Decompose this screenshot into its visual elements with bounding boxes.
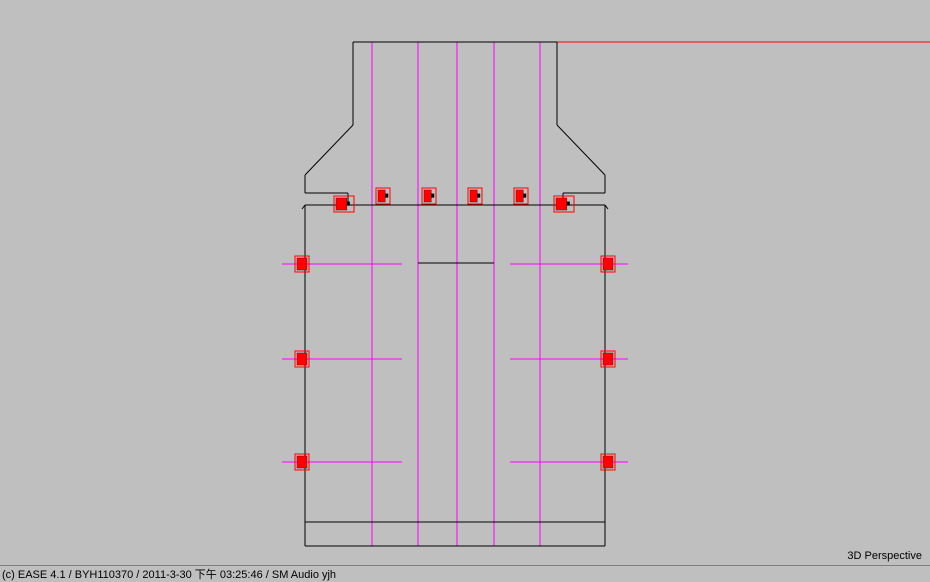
- speaker-side-5: [601, 454, 615, 470]
- speaker-side-1: [601, 256, 615, 272]
- room-plan-canvas[interactable]: [0, 0, 930, 565]
- speaker-front-5: [554, 196, 574, 212]
- speaker-front-2: [422, 188, 436, 204]
- speaker-side-0: [295, 256, 309, 272]
- speaker-front-4: [514, 188, 528, 204]
- status-text: (c) EASE 4.1 / BYH110370 / 2011-3-30 下午 …: [2, 566, 336, 582]
- status-bar: (c) EASE 4.1 / BYH110370 / 2011-3-30 下午 …: [0, 565, 930, 582]
- room-edge-4: [557, 125, 605, 175]
- speaker-side-2: [295, 351, 309, 367]
- view-mode-label: 3D Perspective: [847, 550, 922, 562]
- speaker-front-1: [376, 188, 390, 204]
- speaker-side-3: [601, 351, 615, 367]
- speaker-front-0: [334, 196, 354, 212]
- room-edge-3: [305, 125, 353, 175]
- speaker-side-4: [295, 454, 309, 470]
- speaker-front-3: [468, 188, 482, 204]
